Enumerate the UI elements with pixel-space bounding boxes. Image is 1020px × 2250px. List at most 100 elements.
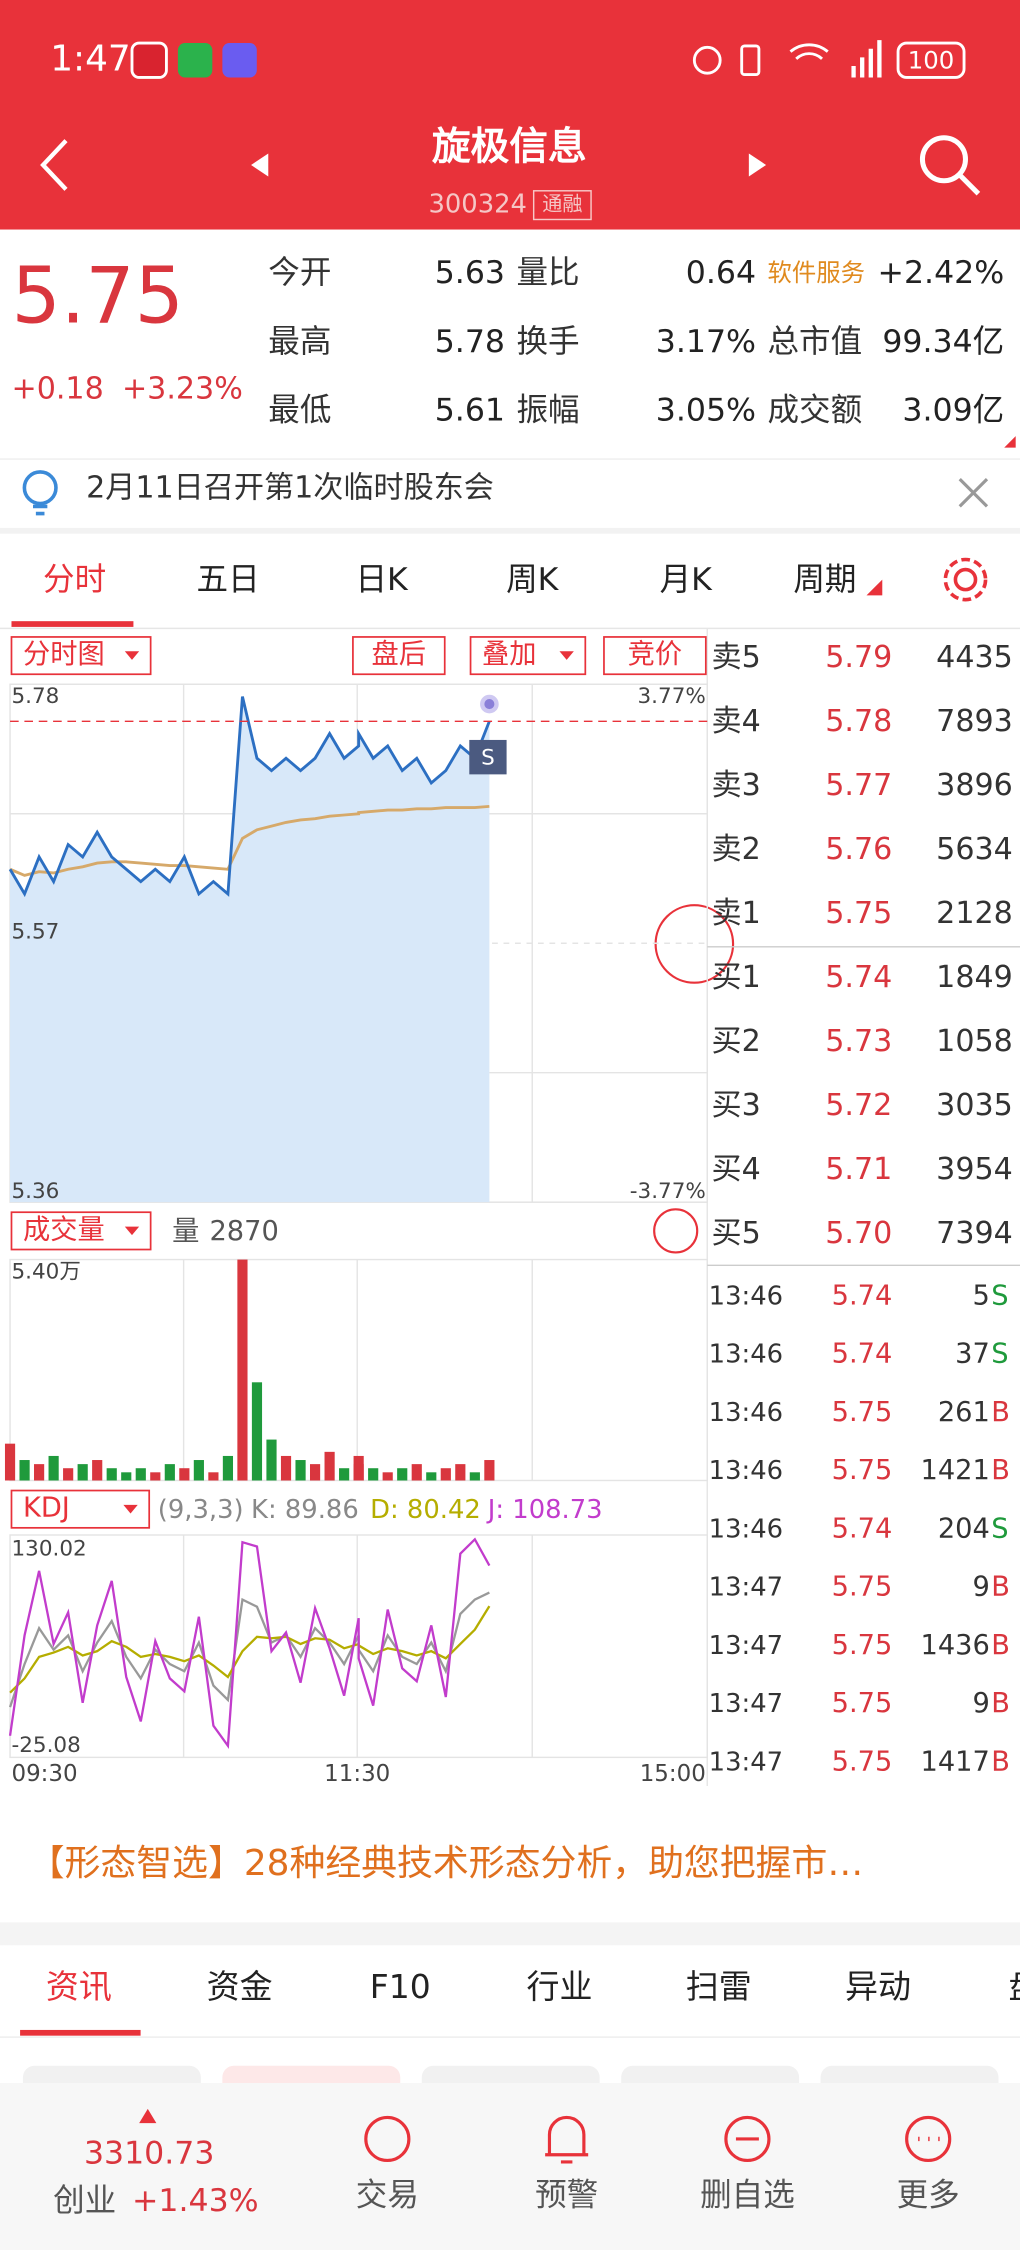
field-label: 量比 bbox=[516, 255, 579, 291]
volume-bar bbox=[309, 1464, 321, 1481]
chart-control[interactable]: 竞价 bbox=[628, 639, 683, 670]
volume-bar bbox=[48, 1455, 59, 1481]
volume-bar bbox=[266, 1439, 277, 1481]
field-label: 最高 bbox=[268, 324, 331, 360]
book-label: 买5 bbox=[712, 1216, 761, 1251]
expand-button[interactable] bbox=[653, 1208, 699, 1254]
book-label: 买4 bbox=[712, 1152, 761, 1187]
chart-control-box[interactable] bbox=[603, 636, 707, 676]
volume-bar bbox=[440, 1468, 451, 1481]
volume-bar bbox=[208, 1472, 219, 1481]
dropdown-caret bbox=[124, 1226, 140, 1236]
nav-item[interactable]: 交易 bbox=[356, 2177, 419, 2213]
stock-code: 300324 bbox=[428, 190, 527, 220]
info-tab[interactable]: F10 bbox=[370, 1967, 431, 2006]
chart-control[interactable]: 分时图 bbox=[23, 639, 105, 670]
volume-bar bbox=[19, 1460, 30, 1481]
info-tab[interactable]: 扫雷 bbox=[686, 1967, 752, 2006]
notice-text[interactable]: 2月11日召开第1次临时股东会 bbox=[86, 471, 494, 506]
trade-price: 5.75 bbox=[832, 1397, 893, 1428]
chart-control[interactable]: 盘后 bbox=[372, 639, 427, 670]
field-label: 今开 bbox=[268, 255, 331, 291]
volume-value: 2870 bbox=[209, 1216, 278, 1247]
chart-tab[interactable]: 月K bbox=[660, 562, 714, 598]
price-area bbox=[10, 696, 490, 1203]
signal-label: S bbox=[481, 746, 495, 771]
info-tab[interactable]: 异动 bbox=[845, 1967, 911, 2006]
promo-banner[interactable]: 【形态智选】28种经典技术形态分析，助您把握市… bbox=[29, 1843, 864, 1884]
info-tab[interactable]: 资金 bbox=[207, 1967, 273, 2006]
trade-side: B bbox=[991, 1688, 1010, 1719]
volume-bar bbox=[237, 1259, 248, 1481]
status-icons bbox=[130, 40, 966, 79]
close-notice[interactable] bbox=[958, 478, 989, 508]
trade-side: B bbox=[991, 1397, 1010, 1428]
index-name: 创业 bbox=[53, 2183, 116, 2219]
book-volume: 4435 bbox=[936, 640, 1013, 675]
sector-name: 软件服务 bbox=[768, 258, 866, 287]
kdj-min: -25.08 bbox=[11, 1733, 80, 1758]
info-tab[interactable]: 盘 bbox=[1009, 1967, 1020, 2006]
nav-item[interactable]: 预警 bbox=[535, 2177, 598, 2213]
chart-tab[interactable]: 分时 bbox=[43, 562, 106, 598]
trade-time: 13:47 bbox=[709, 1631, 783, 1661]
book-volume: 1058 bbox=[936, 1024, 1013, 1059]
field-value: 5.61 bbox=[435, 393, 505, 429]
index-value: 3310.73 bbox=[84, 2136, 214, 2172]
volume-selector-box[interactable] bbox=[10, 1211, 152, 1251]
trade-side: S bbox=[991, 1513, 1008, 1544]
kdj-selector[interactable]: KDJ bbox=[23, 1493, 70, 1524]
book-label: 买1 bbox=[712, 960, 761, 995]
settings-button[interactable] bbox=[943, 557, 988, 602]
search-button[interactable] bbox=[919, 135, 981, 196]
book-label: 卖2 bbox=[712, 832, 761, 867]
pct-label: 3.77% bbox=[638, 684, 706, 709]
nav-item[interactable]: 更多 bbox=[897, 2177, 960, 2213]
chart-control-box[interactable] bbox=[352, 636, 446, 676]
info-tab[interactable]: 行业 bbox=[527, 1967, 593, 2006]
kdj-selector-box[interactable] bbox=[10, 1489, 151, 1529]
volume-bar bbox=[92, 1460, 103, 1481]
book-price: 5.74 bbox=[825, 960, 892, 995]
book-volume: 5634 bbox=[936, 832, 1013, 867]
signal-box bbox=[469, 739, 507, 775]
trade-side: S bbox=[991, 1339, 1008, 1370]
field-label: 最低 bbox=[268, 393, 331, 429]
trade-time: 13:46 bbox=[709, 1456, 783, 1486]
back-button[interactable] bbox=[40, 139, 68, 191]
chart-tab[interactable]: 周期 bbox=[793, 562, 856, 598]
chart-tab[interactable]: 日K bbox=[355, 562, 409, 598]
badge-box bbox=[532, 190, 592, 221]
battery-level: 100 bbox=[908, 46, 955, 75]
chart-tab[interactable]: 五日 bbox=[197, 562, 260, 598]
volume-bar bbox=[469, 1472, 480, 1481]
book-price: 5.78 bbox=[825, 704, 892, 739]
volume-bar bbox=[135, 1468, 146, 1481]
book-price: 5.76 bbox=[825, 832, 892, 867]
volume-selector[interactable]: 成交量 bbox=[23, 1214, 105, 1245]
chart-control[interactable]: 叠加 bbox=[482, 639, 537, 670]
trade-price: 5.74 bbox=[832, 1339, 893, 1370]
book-label: 卖5 bbox=[712, 640, 761, 675]
pct-label: -3.77% bbox=[630, 1179, 706, 1204]
book-label: 卖1 bbox=[712, 896, 761, 931]
nav-item[interactable]: 删自选 bbox=[700, 2177, 795, 2213]
chart-control-box[interactable] bbox=[10, 636, 152, 676]
x-tick-label: 09:30 bbox=[11, 1761, 77, 1787]
chart-tab[interactable]: 周K bbox=[506, 562, 560, 598]
trade-price: 5.75 bbox=[832, 1572, 893, 1603]
trade-side: B bbox=[991, 1746, 1010, 1777]
bulb-icon bbox=[22, 470, 58, 516]
field-value: 3.17% bbox=[656, 324, 756, 360]
prev-stock[interactable] bbox=[251, 153, 269, 177]
price-change-pct: +3.23% bbox=[122, 372, 243, 407]
trade-volume: 261 bbox=[938, 1397, 990, 1428]
volume-bar bbox=[193, 1460, 204, 1481]
kdj-j-line bbox=[8, 1537, 491, 1750]
trade-side: B bbox=[991, 1455, 1010, 1486]
field-label: 总市值 bbox=[768, 324, 863, 360]
info-tab[interactable]: 资讯 bbox=[46, 1967, 112, 2006]
next-stock[interactable] bbox=[748, 153, 767, 177]
plot-frame bbox=[9, 1258, 708, 1482]
